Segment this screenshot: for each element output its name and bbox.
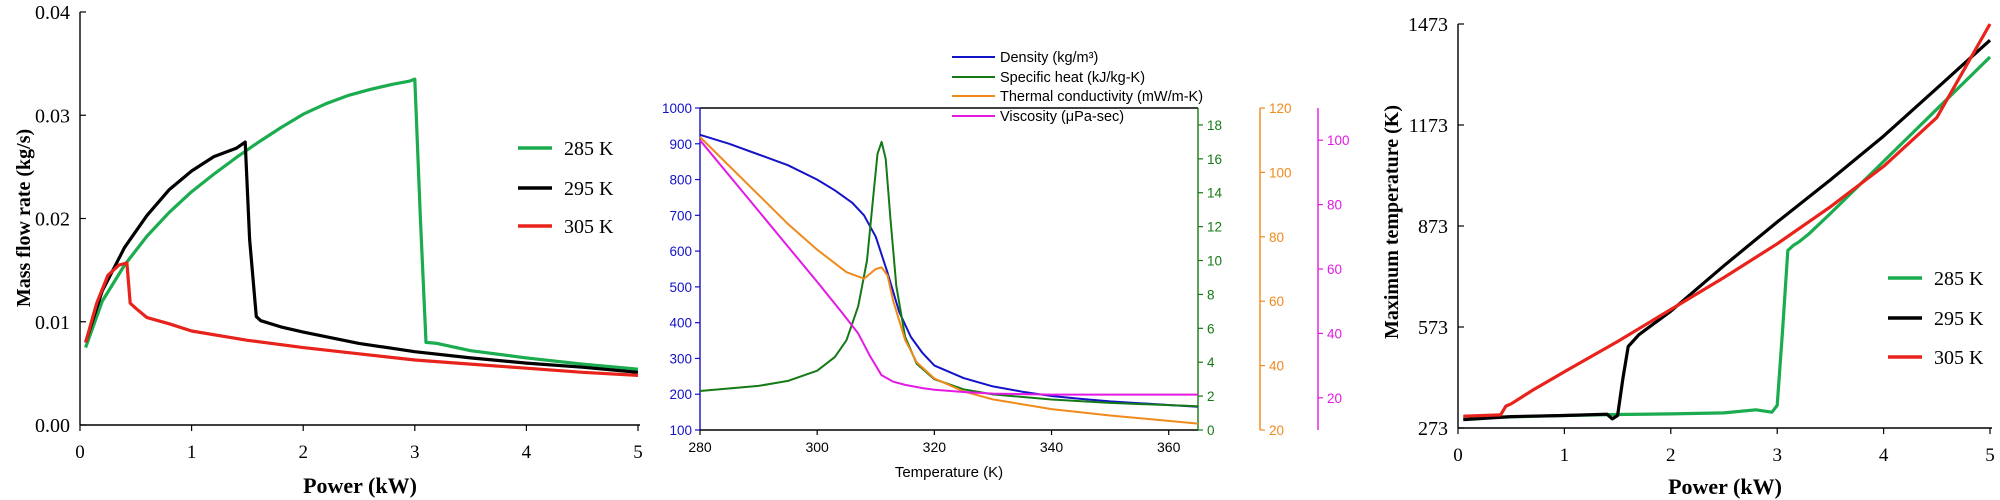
p2-right-axis-tick-label: 14 (1207, 186, 1223, 201)
p2-legend-label-conductivity: Thermal conductivity (mW/m-K) (1000, 89, 1203, 105)
p1-y-ticks: 0.00 0.01 0.02 0.03 0.04 (35, 2, 86, 437)
p3-legend-label-285: 285 K (1934, 268, 1984, 290)
p2-right-axis-tick-label: 80 (1327, 198, 1342, 213)
p2-right-axis-tick-label: 40 (1327, 326, 1342, 341)
p2-right-axis-tick-label: 20 (1327, 391, 1342, 406)
p3-line-305-K (1463, 23, 1992, 418)
p2-legend-label-specific-heat: Specific heat (kJ/kg-K) (1000, 70, 1145, 86)
p3-y-ticks: 273 573 873 1173 1473 (1408, 14, 1464, 440)
p3-y-tick-label: 873 (1418, 216, 1448, 238)
p1-legend-label-285: 285 K (564, 138, 614, 160)
p2-right-axis-tick-label: 4 (1207, 355, 1215, 370)
p1-series-lines (84, 77, 639, 377)
panel-maximum-temperature: 273 573 873 1173 1473 0 1 2 3 4 5 Maximum tempera… (1381, 14, 1995, 499)
p2-line-2 (699, 136, 1199, 425)
p2-right-axis-tick-label: 0 (1207, 423, 1215, 438)
p2-x-tick-label: 360 (1157, 439, 1181, 455)
p1-x-ticks: 0 1 2 3 4 5 (75, 425, 643, 463)
p1-line-295-K (84, 140, 639, 374)
p2-right-axis-tick-label: 100 (1269, 165, 1292, 180)
p2-right-axis-tick-label: 2 (1207, 389, 1215, 404)
p1-legend-label-295: 295 K (564, 178, 614, 200)
p1-x-tick-label: 2 (298, 442, 308, 463)
p2-right-axis-tick-label: 100 (1327, 133, 1350, 148)
p3-x-tick-label: 3 (1772, 445, 1782, 466)
p2-density-tick-label: 100 (669, 423, 692, 438)
p2-right-axis-tick-label: 10 (1207, 254, 1222, 269)
p2-ticks: 280 300 320 340 3601002003004005006007008009… (662, 101, 1350, 455)
p2-right-axis-tick-label: 80 (1269, 230, 1284, 245)
p2-density-tick-label: 900 (669, 137, 692, 152)
p1-x-tick-label: 4 (522, 442, 532, 463)
p2-legend-label-density: Density (kg/m³) (1000, 50, 1098, 66)
p3-legend-label-305: 305 K (1934, 347, 1984, 369)
p2-right-axis-tick-label: 20 (1269, 423, 1284, 438)
p1-x-tick-label: 3 (410, 442, 420, 463)
p3-x-tick-label: 1 (1560, 445, 1570, 466)
p1-y-tick-label: 0.01 (35, 312, 70, 334)
p2-x-axis-label: Temperature (K) (895, 464, 1003, 481)
p1-y-tick-label: 0.00 (35, 415, 70, 437)
p3-x-tick-label: 4 (1879, 445, 1889, 466)
p3-y-tick-label: 1473 (1408, 14, 1448, 36)
p2-density-tick-label: 300 (669, 351, 692, 366)
p3-y-tick-label: 573 (1418, 317, 1448, 339)
p2-density-tick-label: 200 (669, 387, 692, 402)
p2-legend-label-viscosity: Viscosity (μPa-sec) (1000, 109, 1124, 125)
p1-legend: 285 K 295 K 305 K (518, 138, 614, 238)
p1-y-tick-label: 0.02 (35, 209, 70, 231)
p3-x-ticks: 0 1 2 3 4 5 (1453, 428, 1995, 466)
p2-density-tick-label: 600 (669, 244, 692, 259)
p2-right-axis-tick-label: 40 (1269, 359, 1284, 374)
p3-y-tick-label: 1173 (1409, 115, 1448, 137)
p2-line-1 (699, 140, 1199, 408)
p3-legend: 285 K 295 K 305 K (1888, 268, 1984, 369)
p2-right-axis-tick-label: 6 (1207, 321, 1215, 336)
p2-right-axis-tick-label: 16 (1207, 152, 1222, 167)
p2-series-lines (699, 133, 1199, 425)
p1-legend-label-305: 305 K (564, 216, 614, 238)
p1-x-tick-label: 1 (187, 442, 197, 463)
p1-y-axis-label: Mass flow rate (kg/s) (13, 129, 35, 307)
p2-line-0 (699, 133, 1199, 408)
p2-density-tick-label: 800 (669, 173, 692, 188)
p2-right-axis-tick-label: 18 (1207, 118, 1222, 133)
p3-y-axis-label: Maximum temperature (K) (1381, 105, 1403, 339)
p2-line-3 (699, 139, 1198, 396)
p1-y-tick-label: 0.04 (35, 2, 70, 24)
p2-x-tick-label: 300 (805, 439, 829, 455)
p3-y-tick-label: 273 (1418, 418, 1448, 440)
p2-right-axis-tick-label: 120 (1269, 101, 1292, 116)
panel-property-curves: 280 300 320 340 3601002003004005006007008009… (662, 50, 1350, 481)
p2-legend: Density (kg/m³) Specific heat (kJ/kg-K) … (952, 50, 1203, 125)
p2-density-tick-label: 500 (669, 280, 692, 295)
p3-x-tick-label: 0 (1453, 445, 1463, 466)
p1-x-axis-label: Power (kW) (303, 473, 417, 498)
p1-y-tick-label: 0.03 (35, 105, 70, 127)
p3-x-tick-label: 5 (1985, 445, 1995, 466)
p1-line-285-K (84, 77, 639, 371)
p1-x-tick-label: 5 (633, 442, 643, 463)
p1-x-tick-label: 0 (75, 442, 85, 463)
p2-density-tick-label: 400 (669, 316, 692, 331)
p2-x-tick-label: 320 (923, 439, 947, 455)
p3-line-295-K (1463, 39, 1992, 422)
p3-x-tick-label: 2 (1666, 445, 1676, 466)
p3-series-lines (1463, 23, 1992, 422)
p1-line-305-K (84, 261, 639, 377)
panel-mass-flow-rate: 0.00 0.01 0.02 0.03 0.04 0 1 2 3 4 5 Mass flow ra… (13, 2, 643, 498)
p2-x-tick-label: 340 (1040, 439, 1064, 455)
p3-x-axis-label: Power (kW) (1668, 474, 1782, 499)
p2-right-axis-tick-label: 60 (1327, 262, 1342, 277)
p2-right-axis-tick-label: 8 (1207, 287, 1215, 302)
p2-density-tick-label: 1000 (662, 101, 692, 116)
p3-legend-label-295: 295 K (1934, 308, 1984, 330)
p2-density-tick-label: 700 (669, 208, 692, 223)
p2-right-axis-tick-label: 12 (1207, 220, 1222, 235)
p2-x-tick-label: 280 (688, 439, 712, 455)
p2-right-axis-tick-label: 60 (1269, 294, 1284, 309)
